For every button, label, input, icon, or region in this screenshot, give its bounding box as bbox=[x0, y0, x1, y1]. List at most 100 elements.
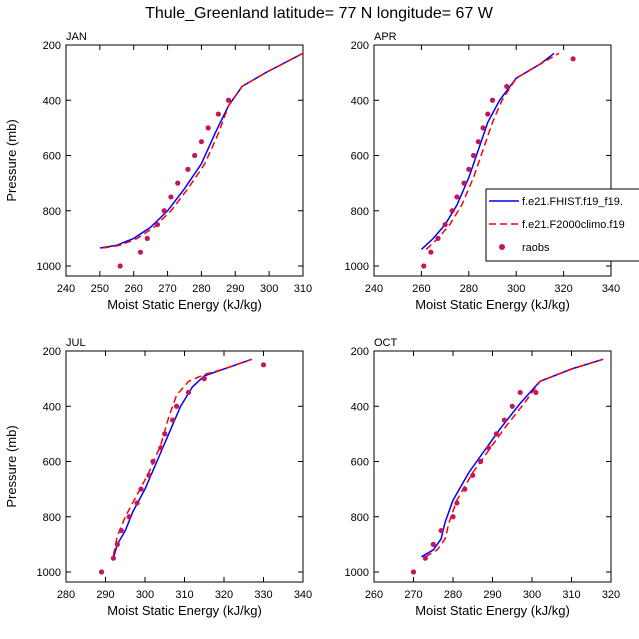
x-tick-label: 240 bbox=[365, 283, 383, 295]
x-axis-label: Moist Static Energy (kJ/kg) bbox=[107, 603, 262, 618]
raobs-point bbox=[462, 486, 468, 492]
x-tick-label: 300 bbox=[260, 283, 278, 295]
panel-jan: JAN 240 250 260 270 280 290 300 310 200 400 600 800 1… bbox=[4, 31, 312, 312]
raobs-point bbox=[421, 263, 427, 269]
y-tick-label: 200 bbox=[43, 346, 61, 358]
raobs-point bbox=[114, 541, 120, 547]
raobs-point bbox=[225, 97, 232, 103]
x-tick-label: 300 bbox=[136, 589, 154, 601]
raobs-point bbox=[138, 486, 144, 492]
raobs-point bbox=[489, 97, 496, 103]
raobs-point bbox=[161, 208, 167, 214]
x-tick-label: 310 bbox=[175, 589, 193, 601]
x-tick-label: 290 bbox=[96, 589, 114, 601]
raobs-point bbox=[98, 569, 105, 575]
raobs-point bbox=[154, 221, 161, 228]
panel-oct: OCT 260 270 280 290 300 310 320 200 400 600 800 1000… bbox=[345, 337, 621, 618]
x-tick-label: 320 bbox=[554, 283, 572, 295]
legend-entry: f.e21.FHIST.f19_f19. bbox=[522, 196, 623, 208]
raobs-point bbox=[493, 431, 500, 437]
raobs-point bbox=[504, 83, 510, 90]
raobs-point bbox=[480, 125, 486, 131]
raobs-point bbox=[137, 249, 144, 255]
raobs-point bbox=[144, 235, 150, 241]
x-tick-label: 280 bbox=[57, 589, 75, 601]
plot-frame bbox=[65, 44, 304, 277]
raobs-point bbox=[162, 431, 168, 437]
x-tick-label: 300 bbox=[523, 589, 541, 601]
raobs-point bbox=[150, 458, 156, 465]
y-tick-label: 1000 bbox=[37, 261, 61, 273]
raobs-point bbox=[461, 180, 467, 186]
y-tick-label: 800 bbox=[351, 512, 369, 524]
raobs-point bbox=[454, 500, 460, 506]
x-tick-label: 280 bbox=[192, 283, 210, 295]
raobs-point bbox=[478, 458, 484, 465]
x-axis-label: Moist Static Energy (kJ/kg) bbox=[107, 297, 262, 312]
raobs-point bbox=[118, 527, 124, 534]
f2000-line bbox=[425, 52, 560, 250]
raobs-point bbox=[185, 389, 192, 396]
panel-apr: APR 240 260 280 300 320 340 200 400 600 800 1000 Moi… bbox=[345, 31, 621, 312]
panel-label: JAN bbox=[66, 31, 87, 43]
y-tick-label: 1000 bbox=[345, 567, 369, 579]
raobs-point bbox=[470, 472, 476, 478]
y-tick-label: 200 bbox=[351, 40, 369, 52]
figure-title: Thule_Greenland latitude= 77 N longitude… bbox=[145, 5, 494, 22]
y-tick-label: 200 bbox=[351, 346, 369, 358]
y-tick-label: 400 bbox=[43, 95, 61, 107]
raobs-point bbox=[475, 139, 481, 145]
raobs-point bbox=[174, 403, 180, 409]
raobs-point bbox=[175, 180, 181, 186]
panel-jul: JUL 280 290 300 310 320 330 340 200 400 600 800 1000… bbox=[4, 337, 312, 618]
x-tick-label: 240 bbox=[57, 283, 75, 295]
raobs-point bbox=[449, 208, 455, 214]
raobs-point bbox=[410, 569, 417, 575]
panels-group: JAN 240 250 260 270 280 290 300 310 200 400 600 800 1… bbox=[4, 31, 620, 618]
f2000-line bbox=[112, 358, 252, 556]
x-axis-label: Moist Static Energy (kJ/kg) bbox=[415, 297, 570, 312]
plot-frame bbox=[65, 350, 304, 583]
raobs-point bbox=[158, 445, 164, 451]
raobs-point bbox=[485, 445, 492, 451]
y-tick-label: 800 bbox=[43, 512, 61, 524]
raobs-point bbox=[201, 376, 207, 382]
y-tick-label: 600 bbox=[351, 151, 369, 163]
raobs-point bbox=[134, 500, 140, 506]
raobs-point bbox=[450, 514, 456, 520]
raobs-point bbox=[260, 362, 267, 368]
legend-marker-raobs bbox=[499, 244, 505, 250]
fhist-line bbox=[99, 52, 303, 249]
raobs-point bbox=[198, 139, 205, 145]
y-tick-label: 600 bbox=[43, 151, 61, 163]
x-tick-label: 260 bbox=[365, 589, 383, 601]
x-tick-label: 330 bbox=[254, 589, 272, 601]
y-tick-label: 1000 bbox=[345, 261, 369, 273]
raobs-point bbox=[501, 417, 507, 423]
raobs-point bbox=[442, 221, 448, 228]
raobs-point bbox=[422, 555, 428, 561]
y-tick-label: 200 bbox=[43, 40, 61, 52]
raobs-point bbox=[126, 514, 132, 520]
legend-entry: f.e21.F2000climo.f19 bbox=[522, 219, 625, 231]
y-tick-label: 400 bbox=[351, 401, 369, 413]
y-tick-label: 400 bbox=[351, 95, 369, 107]
x-tick-label: 310 bbox=[562, 589, 580, 601]
f2000-line bbox=[103, 52, 303, 249]
x-axis-label: Moist Static Energy (kJ/kg) bbox=[415, 603, 570, 618]
panel-label: APR bbox=[374, 31, 397, 43]
raobs-point bbox=[146, 472, 152, 478]
raobs-point bbox=[205, 125, 211, 131]
x-tick-label: 340 bbox=[294, 589, 312, 601]
x-tick-label: 320 bbox=[602, 589, 620, 601]
x-tick-label: 260 bbox=[125, 283, 143, 295]
y-tick-label: 800 bbox=[351, 206, 369, 218]
x-tick-label: 250 bbox=[91, 283, 109, 295]
fhist-line bbox=[421, 358, 604, 558]
raobs-point bbox=[170, 417, 176, 423]
x-tick-label: 260 bbox=[412, 283, 430, 295]
raobs-point bbox=[430, 541, 436, 547]
y-tick-label: 1000 bbox=[37, 567, 61, 579]
raobs-point bbox=[110, 555, 116, 561]
